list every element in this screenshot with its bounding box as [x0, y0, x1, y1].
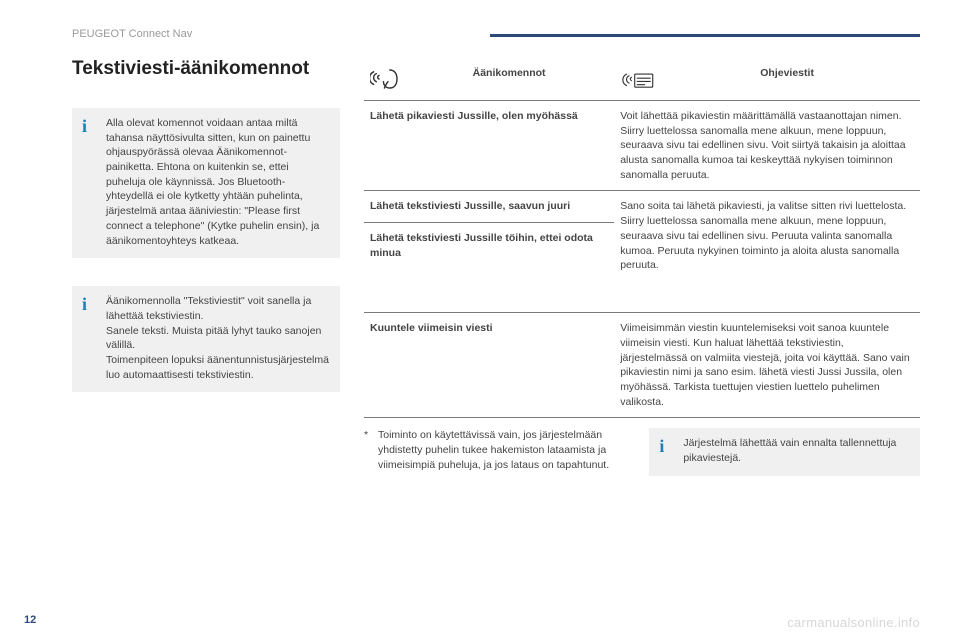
info-text: Äänikomennolla "Tekstiviestit" voit sane…	[106, 294, 330, 382]
table-header-help: Ohjeviestit	[614, 58, 920, 101]
table-header-row: Äänikomennot	[364, 58, 920, 101]
footnotes: * Toiminto on käytettävissä vain, jos jä…	[364, 428, 920, 475]
header-label: Äänikomennot	[412, 66, 606, 81]
page: PEUGEOT Connect Nav Tekstiviesti-äänikom…	[0, 0, 960, 640]
info-box-1: i Alla olevat komennot voidaan antaa mil…	[72, 108, 340, 258]
table-header-voice: Äänikomennot	[364, 58, 614, 101]
cmd-cell: Kuuntele viimeisin viesti	[364, 313, 614, 418]
help-cell: Voit lähettää pikaviestin määrittämällä …	[614, 101, 920, 191]
info-icon: i	[659, 436, 675, 465]
footnote-text: Toiminto on käytettävissä vain, jos järj…	[378, 428, 625, 475]
cmd-cell: Lähetä tekstiviesti Jussille, saavun juu…	[364, 191, 614, 223]
asterisk-note: * Toiminto on käytettävissä vain, jos jä…	[364, 428, 625, 475]
info-text: Alla olevat komennot voidaan antaa miltä…	[106, 116, 330, 248]
table-row: Kuuntele viimeisin viesti Viimeisimmän v…	[364, 313, 920, 418]
info-box-3: i Järjestelmä lähettää vain ennalta tall…	[649, 428, 920, 475]
info-icon: i	[82, 294, 98, 382]
content-columns: Tekstiviesti-äänikomennot i Alla olevat …	[72, 58, 920, 476]
info-box-2: i Äänikomennolla "Tekstiviestit" voit sa…	[72, 286, 340, 392]
watermark: carmanualsonline.info	[787, 615, 920, 630]
info-text: Järjestelmä lähettää vain ennalta tallen…	[683, 436, 910, 465]
help-icon	[620, 66, 656, 92]
header-rule	[490, 34, 920, 37]
info-icon: i	[82, 116, 98, 248]
page-number: 12	[24, 614, 36, 626]
page-title: Tekstiviesti-äänikomennot	[72, 58, 340, 80]
commands-table: Äänikomennot	[364, 58, 920, 418]
cmd-cell: Lähetä pikaviesti Jussille, olen myöhäss…	[364, 101, 614, 191]
cmd-cell: Lähetä tekstiviesti Jussille töihin, ett…	[364, 223, 614, 313]
help-cell: Sano soita tai lähetä pikaviesti, ja val…	[614, 191, 920, 313]
help-cell: Viimeisimmän viestin kuuntelemiseksi voi…	[614, 313, 920, 418]
right-column: Äänikomennot	[364, 58, 920, 476]
table-row: Lähetä tekstiviesti Jussille, saavun juu…	[364, 191, 920, 223]
asterisk: *	[364, 428, 372, 475]
left-column: Tekstiviesti-äänikomennot i Alla olevat …	[72, 58, 340, 476]
header-label: Ohjeviestit	[662, 66, 912, 81]
voice-icon	[370, 66, 406, 92]
table-row: Lähetä pikaviesti Jussille, olen myöhäss…	[364, 101, 920, 191]
